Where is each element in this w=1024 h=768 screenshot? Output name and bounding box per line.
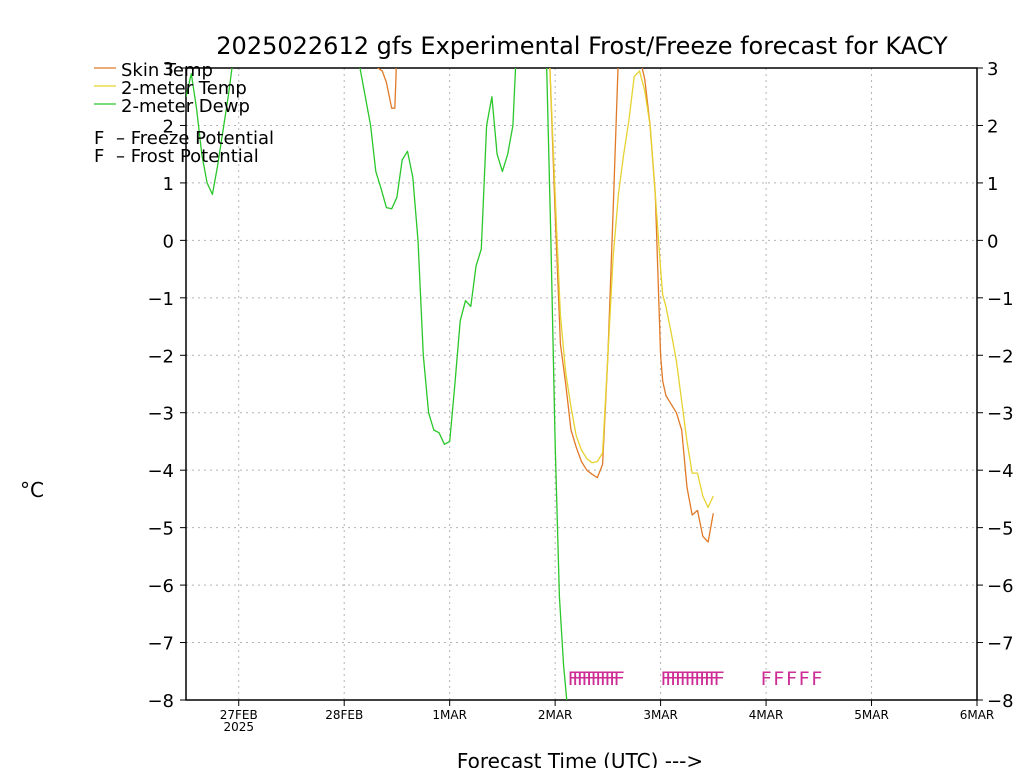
freeze-flag: F [773, 668, 784, 690]
freeze-flag: F [709, 668, 720, 690]
y-axis-label: °C [20, 478, 44, 502]
y-tick-label-right: −1 [987, 289, 1014, 310]
freeze-flag: F [761, 668, 772, 690]
freeze-flag: F [605, 668, 616, 690]
x-tick-label: 4MAR [749, 708, 784, 722]
series-line-2-meter-dewp [359, 68, 517, 445]
x-axis-label: Forecast Time (UTC) ---> [457, 749, 703, 768]
y-axis-right: −8 −7 −6 −5 −4 −3 −2 −1 0 1 2 3 [977, 59, 1014, 712]
y-tick-label: −5 [147, 519, 174, 540]
freeze-flag: F [811, 668, 822, 690]
series-line-2-meter-dewp [186, 68, 233, 196]
freeze-flag: F [586, 668, 597, 690]
freeze-flag: F [685, 668, 696, 690]
y-tick-label-right: −8 [987, 691, 1014, 712]
freeze-flag: F [595, 668, 606, 690]
legend-letter: F [94, 146, 104, 167]
x-tick-label: 27FEB [220, 708, 258, 722]
freeze-flag: F [694, 668, 705, 690]
y-tick-label: −1 [147, 289, 174, 310]
y-tick-label: −6 [147, 576, 174, 597]
freeze-flag: F [591, 668, 602, 690]
freeze-flag: F [582, 668, 593, 690]
legend-label: – Frost Potential [116, 146, 259, 167]
y-axis-left: −8 −7 −6 −5 −4 −3 −2 −1 0 1 2 3 [147, 59, 186, 712]
y-tick-label-right: −3 [987, 404, 1014, 425]
freeze-flag: F [568, 668, 579, 690]
freeze-flag: F [572, 668, 583, 690]
x-tick-label: 6MAR [960, 708, 995, 722]
freeze-flag: F [614, 668, 625, 690]
y-tick-label: −3 [147, 404, 174, 425]
y-tick-label-right: 2 [987, 116, 998, 137]
freeze-flag: F [577, 668, 588, 690]
y-tick-label-right: 1 [987, 174, 998, 195]
freeze-flag: F [600, 668, 611, 690]
y-tick-label: −4 [147, 461, 174, 482]
legend-label: 2-meter Temp [121, 78, 247, 99]
freeze-flag: F [670, 668, 681, 690]
freeze-flag: F [675, 668, 686, 690]
y-tick-label: 0 [163, 231, 174, 252]
series-lines [186, 68, 714, 700]
y-tick-label: −8 [147, 691, 174, 712]
y-tick-label-right: −5 [987, 519, 1014, 540]
x-tick-label: 3MAR [643, 708, 678, 722]
x-tick-label: 2MAR [538, 708, 573, 722]
freeze-flag: F [661, 668, 672, 690]
series-line-2-meter-temp [549, 68, 714, 509]
freeze-flag: F [665, 668, 676, 690]
plot-frame [185, 67, 978, 701]
x-tick-label: 5MAR [854, 708, 889, 722]
series-line-2-meter-dewp [546, 68, 568, 700]
y-tick-label-right: −6 [987, 576, 1014, 597]
grid-lines [186, 68, 977, 700]
y-tick-label-right: −4 [987, 461, 1014, 482]
y-tick-label: 2 [163, 116, 174, 137]
legend-letter: F [94, 128, 104, 149]
y-tick-label-right: 3 [987, 59, 998, 80]
y-tick-label: −2 [147, 346, 174, 367]
freeze-flag: F [609, 668, 620, 690]
freeze-flag: F [680, 668, 691, 690]
y-tick-label-right: −2 [987, 346, 1014, 367]
series-line-skin-temp [549, 68, 714, 543]
x-tick-label: 28FEB [325, 708, 363, 722]
freeze-flag: F [714, 668, 725, 690]
freeze-flag: F [704, 668, 715, 690]
y-tick-label: 3 [163, 59, 174, 80]
y-tick-label: −7 [147, 634, 174, 655]
freeze-flag: F [690, 668, 701, 690]
y-tick-label-right: −7 [987, 634, 1014, 655]
series-line-skin-temp [377, 68, 397, 109]
freeze-flag: F [699, 668, 710, 690]
chart-title: 2025022612 gfs Experimental Frost/Freeze… [216, 32, 948, 60]
y-tick-label-right: 0 [987, 231, 998, 252]
freeze-flag: F [786, 668, 797, 690]
legend-label: – Freeze Potential [116, 128, 274, 149]
legend-label: Skin Temp [121, 60, 213, 81]
x-tick-label: 1MAR [432, 708, 467, 722]
x-tick-sublabel: 2025 [223, 720, 254, 734]
freeze-flag: F [799, 668, 810, 690]
legend-label: 2-meter Dewp [121, 96, 250, 117]
y-tick-label: 1 [163, 174, 174, 195]
